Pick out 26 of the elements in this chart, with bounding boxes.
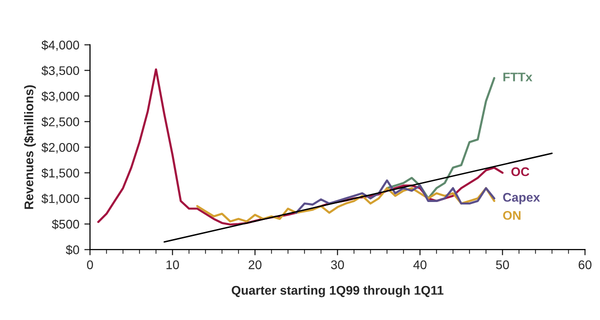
y-tick-label: $2,000 [41, 142, 80, 154]
y-tick-label: $1,000 [41, 194, 80, 205]
y-tick-label: $500 [52, 219, 80, 230]
y-tick-label: $0 [66, 244, 80, 255]
line-series [386, 77, 496, 200]
series-label: OC [511, 167, 530, 176]
series-label: FTTx [503, 72, 532, 82]
x-axis-title: Quarter starting 1Q99 through 1Q11 [232, 286, 444, 298]
series-label: Capex [503, 192, 540, 204]
y-axis-title: Revenues ($millions) [24, 85, 36, 209]
y-tick-label: $3,500 [41, 66, 80, 77]
x-tick-label: 0 [87, 260, 93, 270]
x-tick-label: 20 [248, 260, 262, 270]
x-tick-label: 30 [331, 260, 344, 270]
x-tick-label: 60 [578, 260, 592, 270]
y-tick-label: $4,000 [41, 40, 80, 51]
y-tick-label: $2,500 [41, 116, 80, 128]
x-tick-label: 50 [496, 260, 509, 270]
y-tick-label: $1,500 [41, 168, 80, 179]
line-series [295, 179, 496, 214]
x-tick-label: 10 [166, 260, 179, 270]
y-tick-label: $3,000 [41, 91, 80, 102]
line-series [196, 187, 496, 222]
line-series [97, 68, 504, 226]
series-label: ON [503, 210, 520, 220]
x-tick-label: 40 [413, 260, 426, 270]
